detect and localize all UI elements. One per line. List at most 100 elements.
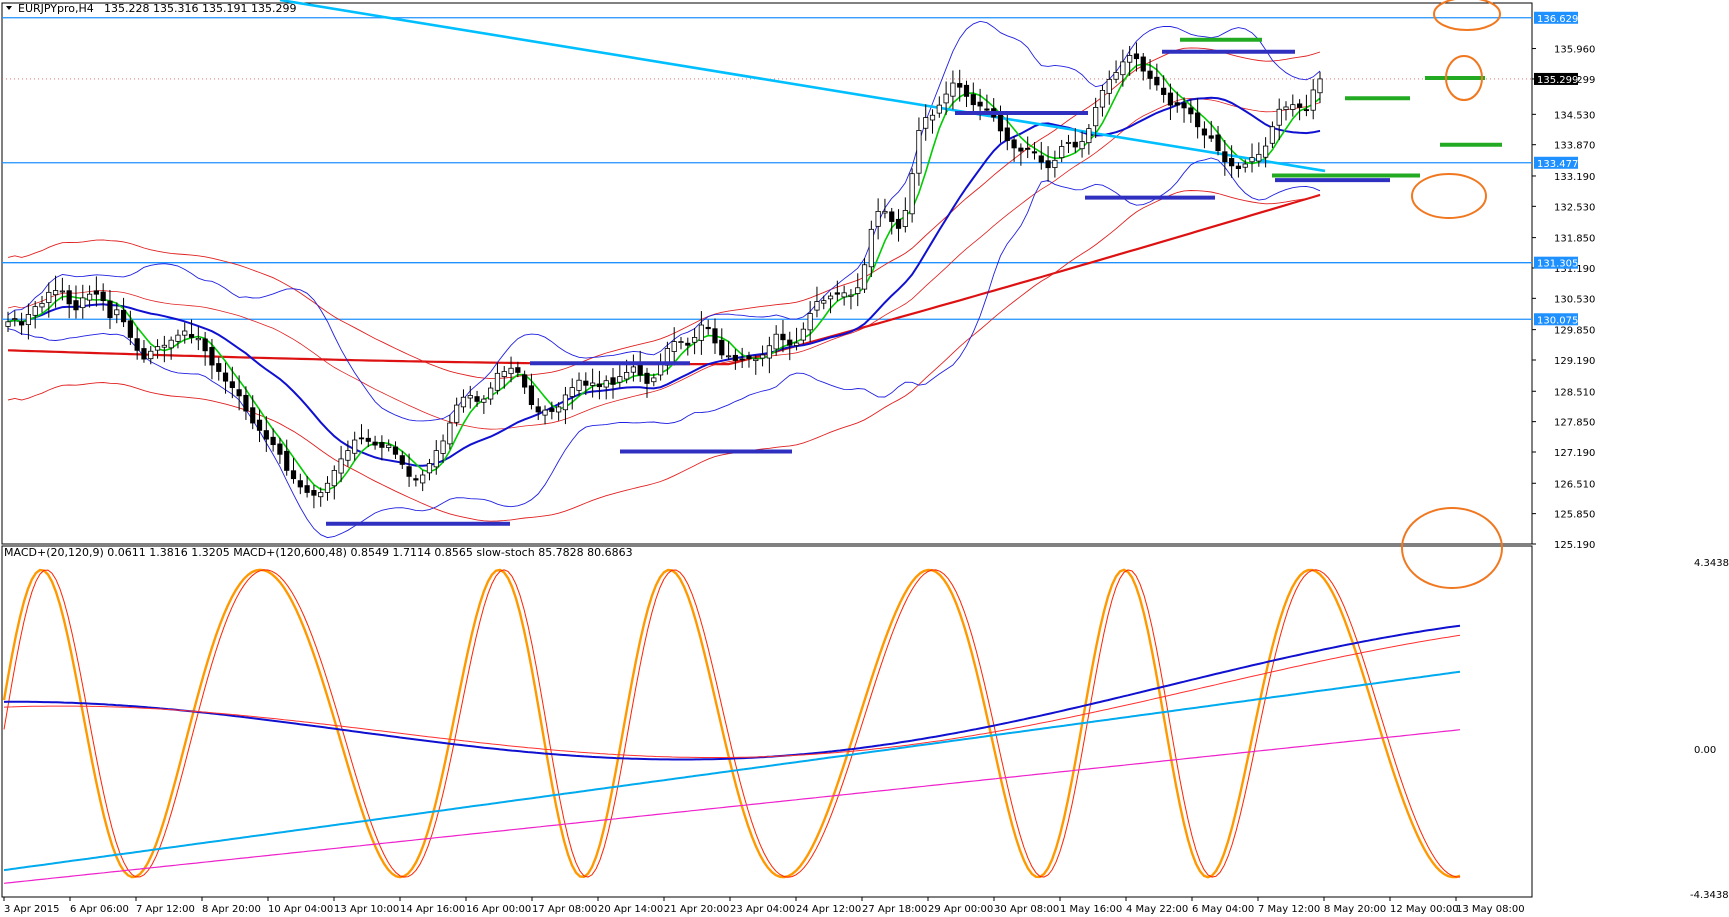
macd-slow-line <box>3 670 1461 872</box>
candle <box>168 336 174 360</box>
time-tick-label: 3 Apr 2015 <box>4 904 59 915</box>
candle <box>182 322 188 344</box>
candle <box>66 284 72 319</box>
candle <box>1154 63 1160 91</box>
candle <box>712 318 718 355</box>
candle <box>494 362 501 395</box>
candle <box>1133 42 1140 72</box>
candle <box>277 437 283 464</box>
candle-body <box>542 409 548 416</box>
candle-body <box>134 338 140 351</box>
candle-body <box>1031 151 1038 154</box>
candle-body <box>154 346 161 351</box>
candle-body <box>848 294 854 297</box>
candle <box>848 289 854 310</box>
price-tag <box>1534 313 1578 326</box>
candle-body <box>1297 103 1303 108</box>
candle <box>358 424 365 445</box>
candle <box>603 375 609 400</box>
candle <box>318 487 324 507</box>
highlight-circle[interactable] <box>1401 507 1503 589</box>
candle-body <box>950 82 956 97</box>
candle-body <box>535 406 541 413</box>
time-tick-label: 21 Apr 20:00 <box>664 904 729 915</box>
candle <box>936 96 942 118</box>
candle <box>957 69 963 102</box>
candle-body <box>454 404 460 423</box>
candle-body <box>970 94 976 106</box>
candle <box>311 485 317 509</box>
candle <box>542 405 548 425</box>
candle-body <box>80 297 86 309</box>
candle-body <box>1127 55 1133 63</box>
candle-body <box>488 387 494 400</box>
dropdown-arrow-icon[interactable] <box>6 6 12 10</box>
candle-body <box>861 264 868 290</box>
candle-body <box>793 342 800 346</box>
time-tick-label: 7 May 12:00 <box>1258 904 1320 915</box>
candle <box>929 109 936 134</box>
candle-body <box>209 347 215 366</box>
candle <box>923 104 929 141</box>
candle-body <box>1133 53 1140 60</box>
candle-body <box>1229 158 1235 167</box>
price-tag <box>1534 72 1578 85</box>
candle-body <box>855 287 861 294</box>
candle <box>522 370 528 394</box>
candle <box>338 445 344 483</box>
highlight-circle[interactable] <box>1433 0 1501 31</box>
candle-body <box>909 173 915 215</box>
price-tag-label: 131.305 <box>1537 259 1578 270</box>
candle-body <box>651 377 657 383</box>
candle <box>365 429 371 448</box>
candle-body <box>712 328 718 344</box>
candle <box>705 319 711 335</box>
candle-body <box>773 333 779 350</box>
candle <box>474 390 480 407</box>
candle <box>263 416 269 452</box>
candle-body <box>1188 107 1194 115</box>
candle <box>134 327 140 360</box>
candle-body <box>141 348 147 360</box>
candle <box>725 341 732 361</box>
candle-body <box>895 218 902 229</box>
candle-body <box>433 450 439 468</box>
candle-body <box>800 328 806 341</box>
trendline[interactable] <box>279 0 1326 173</box>
candle-body <box>250 407 256 424</box>
price-tick-label: 132.530 <box>1554 202 1595 213</box>
candle <box>93 276 99 307</box>
candle-body <box>188 334 195 338</box>
candle <box>297 473 303 495</box>
candle <box>154 339 161 359</box>
candle-body <box>311 490 317 496</box>
candle-body <box>725 355 732 358</box>
candle-body <box>569 387 575 397</box>
stoch-signal-line <box>3 569 1461 878</box>
indicator-pane-frame <box>1 545 1533 898</box>
candle-body <box>1045 160 1051 169</box>
candle-body <box>1283 106 1289 110</box>
highlight-circle[interactable] <box>1411 173 1487 219</box>
candle-body <box>1167 92 1174 106</box>
candle <box>773 325 779 356</box>
candle <box>1127 45 1133 76</box>
candle-body <box>923 117 929 129</box>
candle <box>1256 142 1262 167</box>
candle-body <box>440 440 446 454</box>
candle-body <box>216 363 222 372</box>
candle <box>107 289 113 329</box>
candle <box>1269 121 1276 149</box>
highlight-circle[interactable] <box>1445 55 1483 101</box>
candle <box>759 345 766 367</box>
candle-body <box>630 366 637 373</box>
candle <box>902 197 908 233</box>
candle <box>284 439 290 476</box>
candle-body <box>943 93 949 104</box>
candle <box>80 284 86 319</box>
candle-body <box>331 469 337 487</box>
candle <box>420 470 426 492</box>
price-tag <box>1534 256 1578 269</box>
candle-body <box>1161 87 1167 95</box>
